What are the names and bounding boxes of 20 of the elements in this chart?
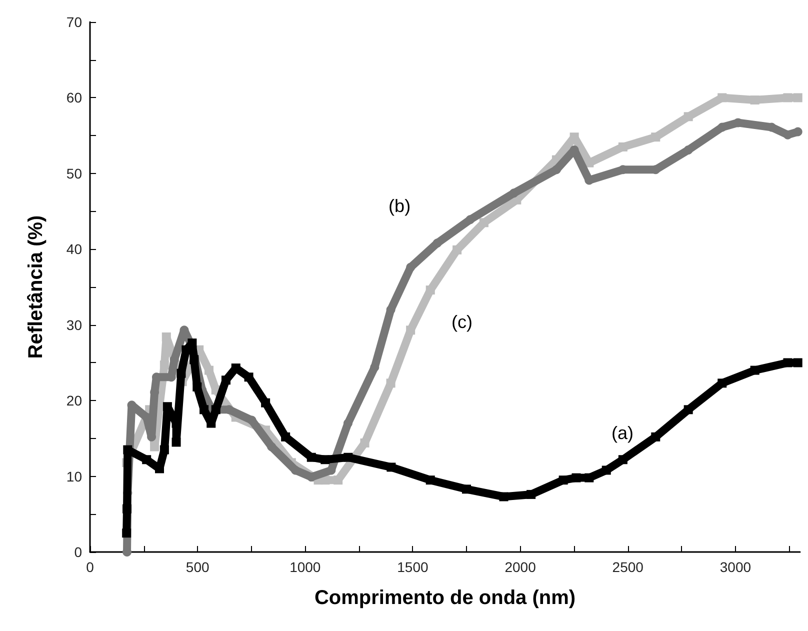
y-tick-label: 40 <box>66 241 82 258</box>
y-tick-label: 20 <box>66 392 82 409</box>
x-tick-label: 500 <box>186 559 210 575</box>
y-tick-label: 60 <box>66 90 82 106</box>
y-tick-label: 10 <box>66 468 82 484</box>
y-tick-label: 70 <box>66 14 82 30</box>
y-tick-label: 30 <box>66 316 82 333</box>
x-tick-label: 3000 <box>720 559 752 575</box>
x-tick-label: 2000 <box>504 559 536 575</box>
x-tick-label: 0 <box>86 559 94 575</box>
series-label: (a) <box>612 422 634 443</box>
x-tick-label: 2500 <box>612 559 644 575</box>
series-label: (c) <box>452 312 473 332</box>
series-label: (b) <box>388 196 411 216</box>
y-tick-label: 50 <box>66 165 82 182</box>
x-tick-label: 1500 <box>397 559 429 575</box>
y-tick-label: 0 <box>74 544 82 560</box>
y-axis-title: Refletância (%) <box>25 215 47 359</box>
x-axis-title: Comprimento de onda (nm) <box>314 587 576 609</box>
x-tick-label: 1000 <box>290 559 321 575</box>
